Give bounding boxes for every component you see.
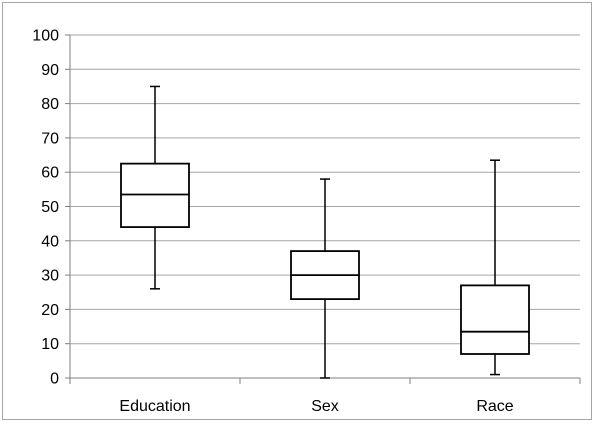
x-category-label-sex: Sex [311,398,339,415]
y-tick-label-0: 0 [50,371,59,388]
box-race [460,284,530,355]
x-category-label-education: Education [119,398,190,415]
y-tick-label-20: 20 [41,302,59,319]
y-tick-label-80: 80 [41,96,59,113]
y-tick-label-100: 100 [32,28,59,45]
y-tick-label-40: 40 [41,233,59,250]
y-tick-label-60: 60 [41,165,59,182]
y-tick-label-10: 10 [41,336,59,353]
y-tick-label-90: 90 [41,62,59,79]
y-tick-label-50: 50 [41,199,59,216]
y-tick-label-70: 70 [41,130,59,147]
y-tick-label-30: 30 [41,268,59,285]
x-category-label-race: Race [476,398,513,415]
